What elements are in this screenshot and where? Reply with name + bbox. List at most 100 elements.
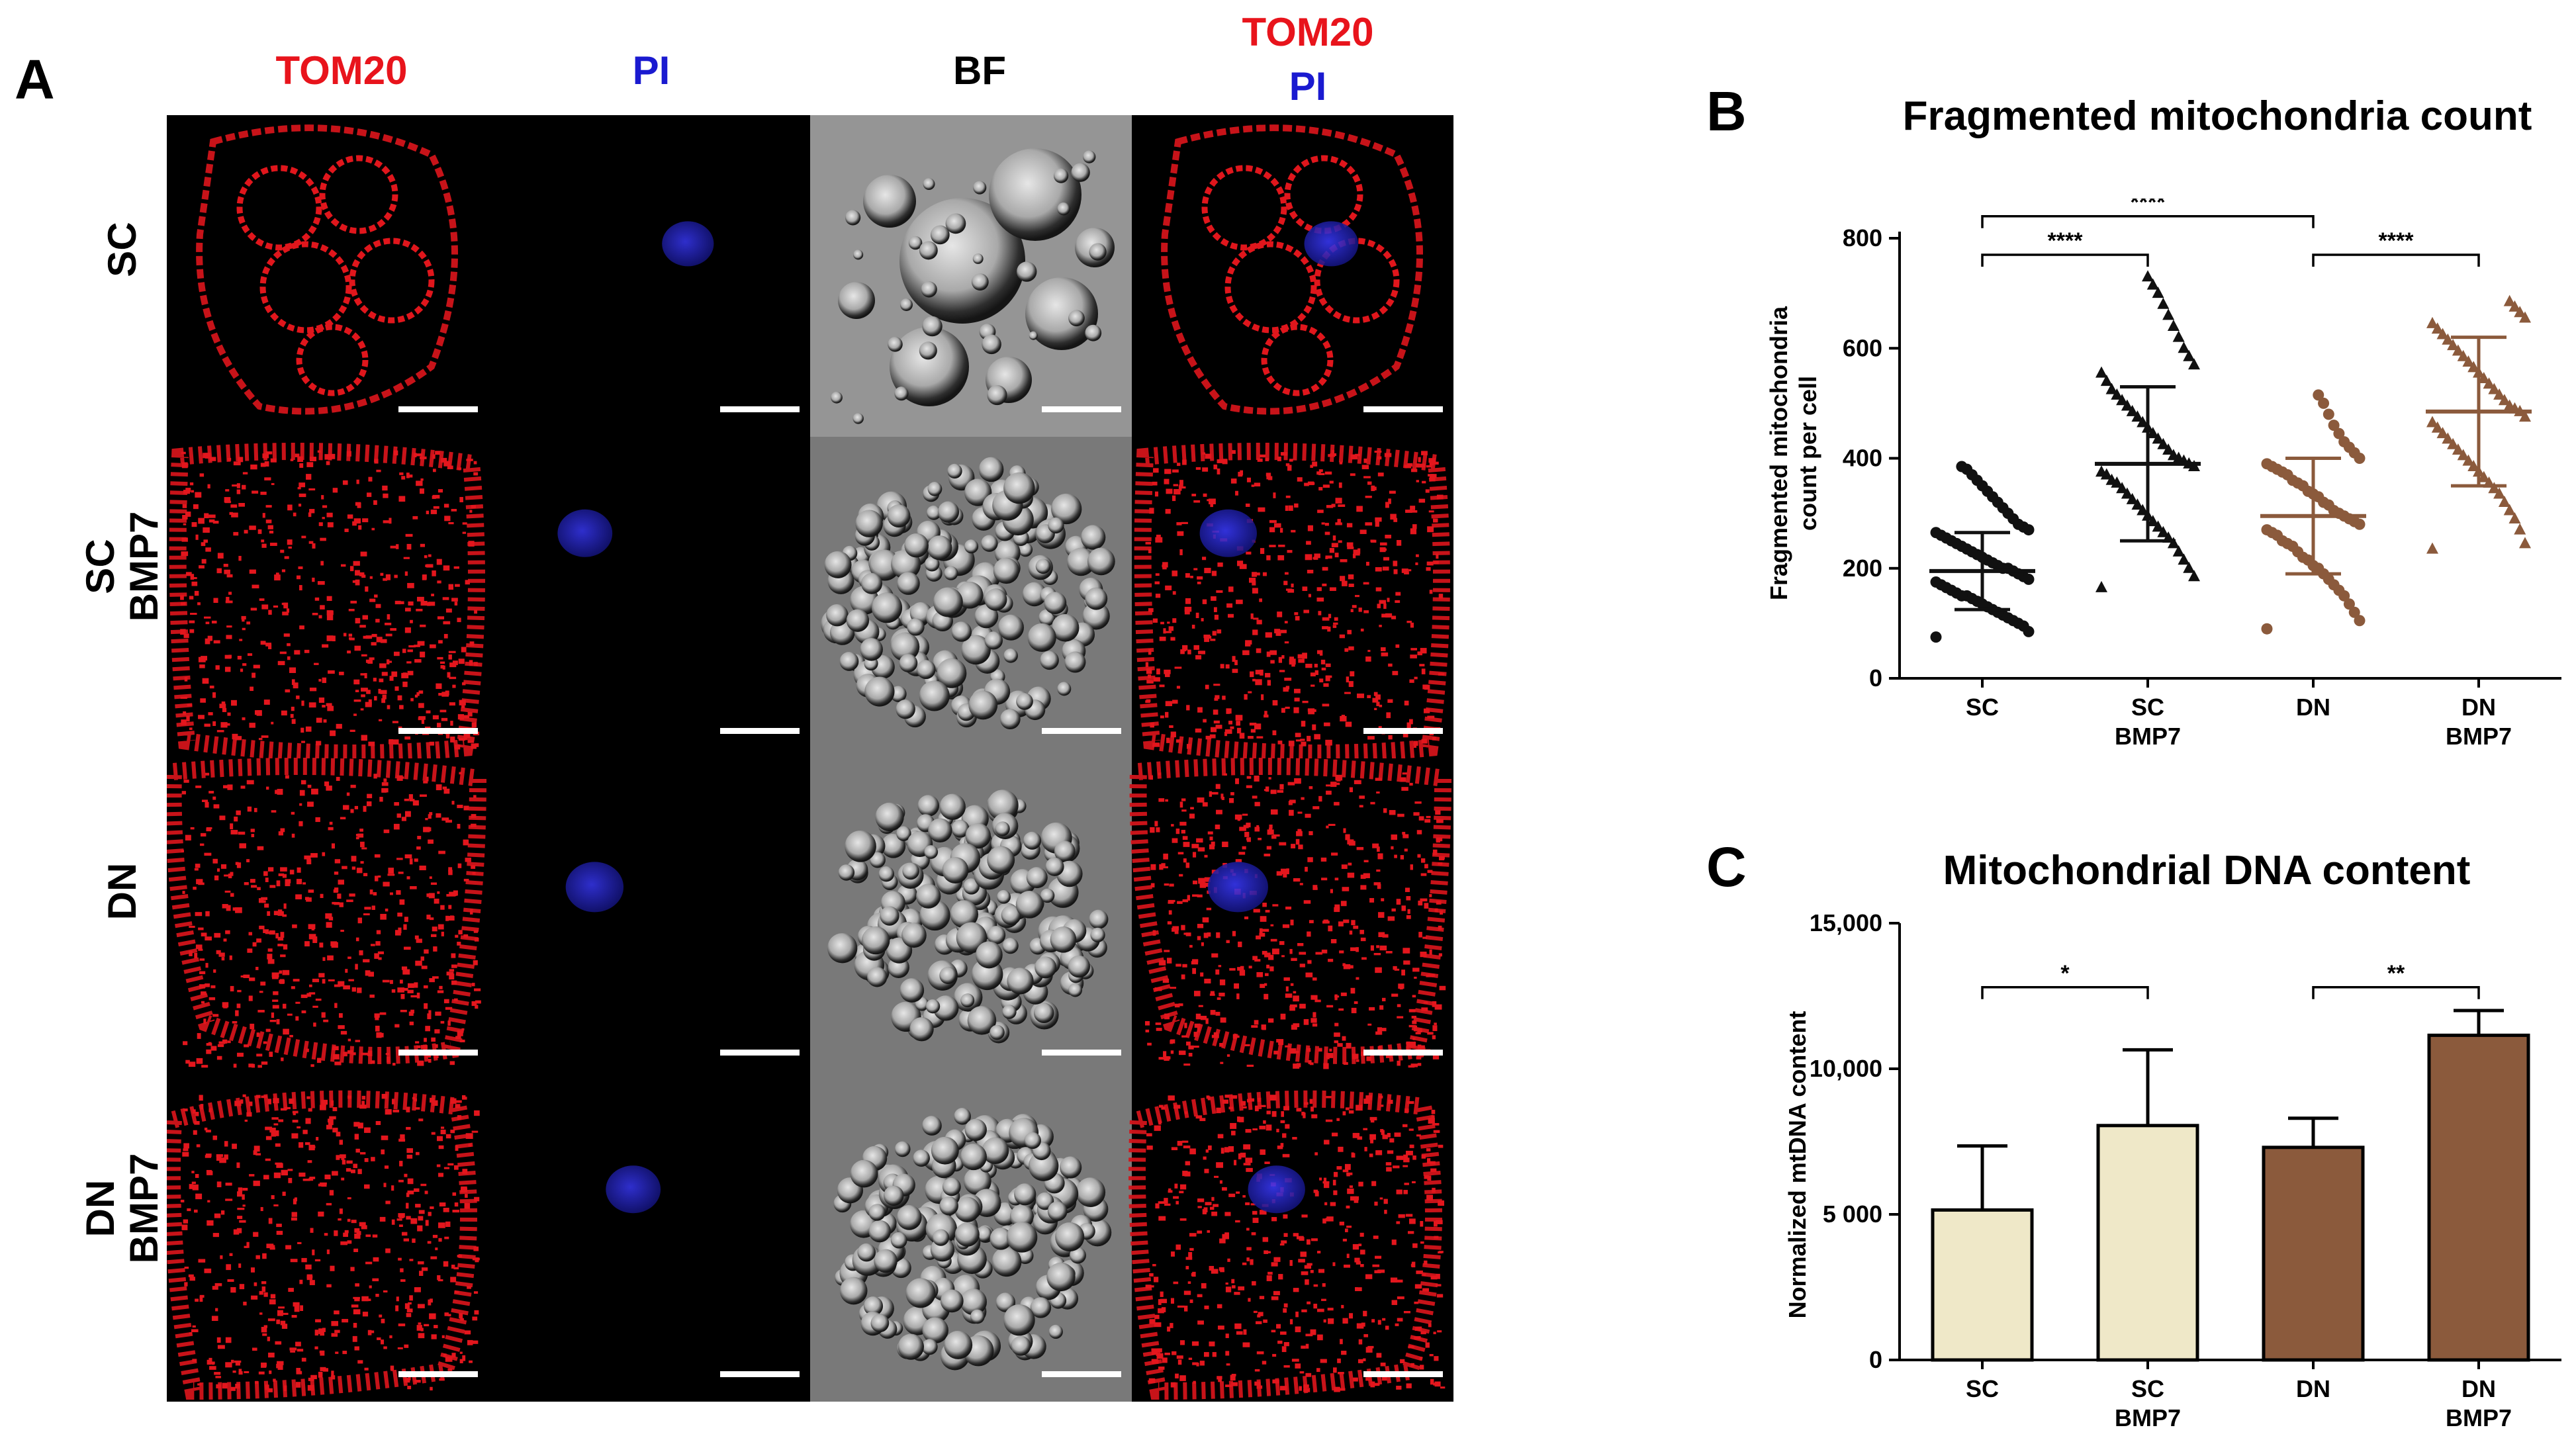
mitochondria-speck (289, 1098, 295, 1104)
mitochondria-speck (297, 456, 304, 463)
mitochondria-speck (451, 980, 457, 985)
mitochondria-speck (222, 707, 227, 713)
mitochondria-speck (1217, 468, 1220, 474)
mitochondria-speck (249, 1174, 255, 1177)
mitochondria-speck (1204, 1169, 1209, 1173)
lipid-droplet (942, 857, 969, 883)
mitochondria-speck (1407, 909, 1410, 914)
mitochondria-speck (1234, 814, 1242, 820)
mitochondria-speck (406, 1308, 413, 1313)
mitochondria-speck (348, 633, 353, 637)
mitochondria-speck (1204, 877, 1211, 882)
mitochondria-speck (252, 942, 257, 947)
mitochondria-speck (1375, 1255, 1382, 1259)
mitochondria-speck (1432, 1123, 1440, 1126)
mitochondria-speck (441, 457, 447, 463)
mitochondria-speck (1254, 482, 1261, 487)
mitochondria-speck (252, 1063, 255, 1068)
mitochondria-speck (298, 566, 303, 569)
mitochondria-speck (355, 1040, 361, 1042)
mitochondria-speck (1405, 510, 1412, 513)
mitochondria-speck (195, 864, 201, 868)
mitochondria-speck (334, 1310, 340, 1315)
mitochondria-speck (1225, 1384, 1232, 1387)
mitochondria-speck (1436, 838, 1441, 843)
mitochondria-speck (302, 1179, 310, 1181)
mitochondria-speck (281, 602, 286, 606)
mitochondria-speck (189, 629, 195, 633)
mitochondria-speck (1199, 882, 1207, 888)
mitochondria-speck (185, 835, 191, 841)
mitochondria-speck (475, 1000, 481, 1004)
mitochondria-speck (1263, 1319, 1267, 1323)
mitochondria-speck (1162, 1357, 1168, 1363)
mitochondria-speck (1381, 548, 1387, 551)
mitochondria-speck (1403, 960, 1410, 965)
mitochondria-speck (455, 1104, 461, 1108)
mitochondria-speck (351, 866, 356, 870)
mitochondria-speck (1226, 940, 1230, 944)
mitochondria-speck (1311, 1114, 1318, 1118)
mitochondria-speck (381, 788, 389, 793)
mitochondria-speck (222, 904, 228, 909)
mitochondria-speck (322, 677, 327, 684)
mitochondria-speck (1381, 647, 1386, 652)
mitochondria-speck (1401, 787, 1408, 791)
mitochondria-speck (283, 633, 290, 637)
mitochondria-speck (1401, 568, 1408, 573)
scale-bar (1363, 1371, 1443, 1377)
mitochondria-speck (327, 705, 334, 711)
mitochondria-speck (1209, 844, 1215, 850)
mitochondria-speck (242, 1194, 245, 1200)
mitochondria-speck (1299, 883, 1303, 885)
mitochondria-speck (1408, 1345, 1414, 1349)
mitochondria-speck (1393, 561, 1398, 566)
mitochondria-speck (449, 969, 455, 971)
mitochondria-speck (304, 941, 310, 947)
mitochondria-speck (1160, 621, 1164, 625)
mitochondria-speck (400, 1268, 404, 1273)
mitochondria-speck (1206, 907, 1212, 911)
mitochondria-speck (238, 1369, 242, 1373)
mitochondria-speck (1331, 450, 1335, 454)
mitochondria-speck (230, 823, 234, 830)
mitochondria-speck (1293, 1063, 1300, 1069)
mitochondria-speck (1167, 1326, 1171, 1332)
mitochondria-speck (208, 997, 216, 1001)
mitochondria-speck (326, 596, 332, 602)
mitochondria-speck (227, 1279, 234, 1282)
mitochondria-speck (1359, 529, 1367, 534)
chart-b-point (2172, 330, 2185, 342)
mitochondria-speck (356, 868, 363, 874)
mitochondria-speck (1420, 1221, 1424, 1227)
mitochondria-speck (408, 1011, 414, 1016)
mitochondria-speck (1276, 1128, 1279, 1133)
mitochondria-speck (451, 508, 457, 512)
lipid-droplet (884, 1185, 904, 1206)
mitochondria-speck (322, 705, 326, 708)
mitochondria-speck (453, 890, 458, 896)
lipid-droplet (965, 823, 991, 849)
mitochondria-speck (1245, 643, 1251, 647)
mitochondria-speck (247, 948, 253, 953)
mitochondria-speck (1235, 1220, 1240, 1223)
mitochondria-speck (337, 893, 342, 899)
mitochondria-speck (287, 539, 293, 545)
mitochondria-speck (1418, 900, 1423, 906)
mitochondria-speck (1168, 901, 1174, 904)
mitochondria-speck (1262, 903, 1267, 907)
mitochondria-speck (415, 1041, 420, 1044)
mitochondria-speck (339, 902, 344, 907)
mitochondria-speck (1339, 461, 1343, 465)
mitochondria-speck (1345, 721, 1352, 727)
mitochondria-speck (1203, 634, 1211, 639)
mitochondria-speck (414, 982, 418, 988)
mitochondria-speck (1428, 474, 1434, 476)
mitochondria-speck (353, 518, 361, 524)
mitochondria-speck (1181, 1035, 1187, 1038)
mitochondria-speck (1228, 1106, 1233, 1110)
mitochondria-speck (1419, 1357, 1422, 1360)
mitochondria-speck (1341, 715, 1346, 719)
chart-c-bar (2427, 1033, 2530, 1362)
mitochondria-speck (380, 1339, 385, 1345)
